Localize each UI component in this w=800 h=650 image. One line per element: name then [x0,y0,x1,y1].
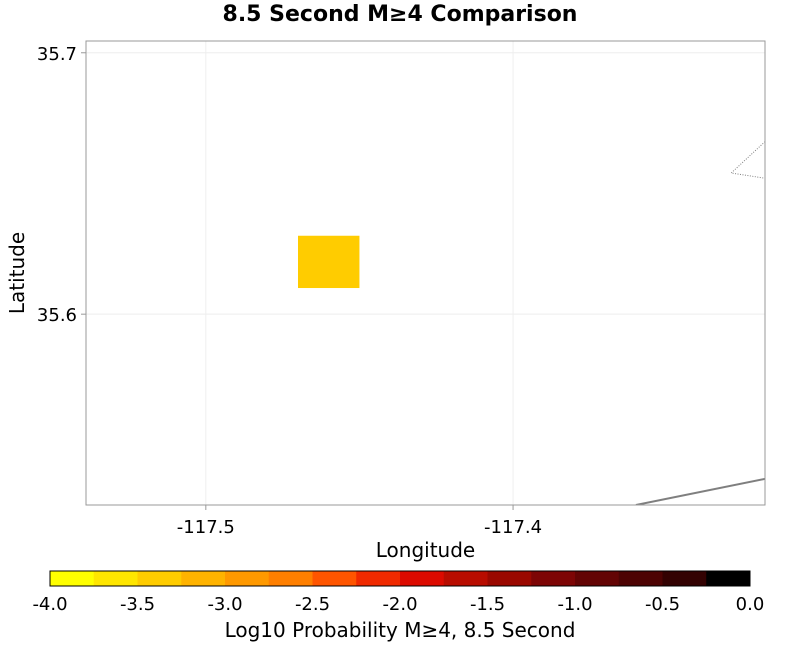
dotted-boundary-line [730,141,765,179]
colorbar-swatch [575,571,620,586]
plot-title: 8.5 Second M≥4 Comparison [222,2,578,27]
colorbar-swatch [312,571,357,586]
colorbar-swatch [618,571,663,586]
colorbar-ticks: -4.0 -3.5 -3.0 -2.5 -2.0 -1.5 -1.0 -0.5 0.0 [32,594,764,615]
colorbar-swatch [487,571,532,586]
colorbar-tick-label: -3.5 [120,594,155,615]
colorbar-swatch [531,571,576,586]
y-axis-label: Latitude [5,232,29,314]
y-tick-label: 35.7 [37,44,77,65]
fault-line [635,477,765,505]
colorbar-swatch [706,571,751,586]
gridlines [86,41,765,505]
colorbar-tick-label: -2.0 [382,594,417,615]
colorbar [49,570,751,587]
plot-frame [85,40,766,506]
probability-cells [297,235,360,289]
colorbar-tick-label: -1.0 [557,594,592,615]
colorbar-tick-label: -3.0 [207,594,242,615]
colorbar-swatch [181,571,226,586]
colorbar-tick-label: 0.0 [736,594,765,615]
colorbar-tick-label: -4.0 [32,594,67,615]
colorbar-swatch [93,571,138,586]
x-axis-label: Longitude [376,538,475,562]
y-ticks: 35.6 35.7 [37,44,86,326]
colorbar-swatch [50,571,95,586]
colorbar-swatch [356,571,401,586]
colorbar-border [49,570,751,587]
colorbar-swatch [443,571,488,586]
y-tick-label: 35.6 [37,305,77,326]
colorbar-swatch [662,571,707,586]
probability-cell [297,235,360,289]
colorbar-swatch [268,571,313,586]
colorbar-tick-label: -0.5 [645,594,680,615]
colorbar-tick-label: -2.5 [295,594,330,615]
x-ticks: -117.5 -117.4 [177,505,542,538]
colorbar-label: Log10 Probability M≥4, 8.5 Second [225,618,576,642]
boundary-lines [635,141,765,505]
colorbar-swatch [137,571,182,586]
colorbar-swatch [225,571,270,586]
colorbar-tick-label: -1.5 [470,594,505,615]
x-tick-label: -117.5 [177,517,235,538]
x-tick-label: -117.4 [484,517,542,538]
colorbar-swatch [400,571,445,586]
